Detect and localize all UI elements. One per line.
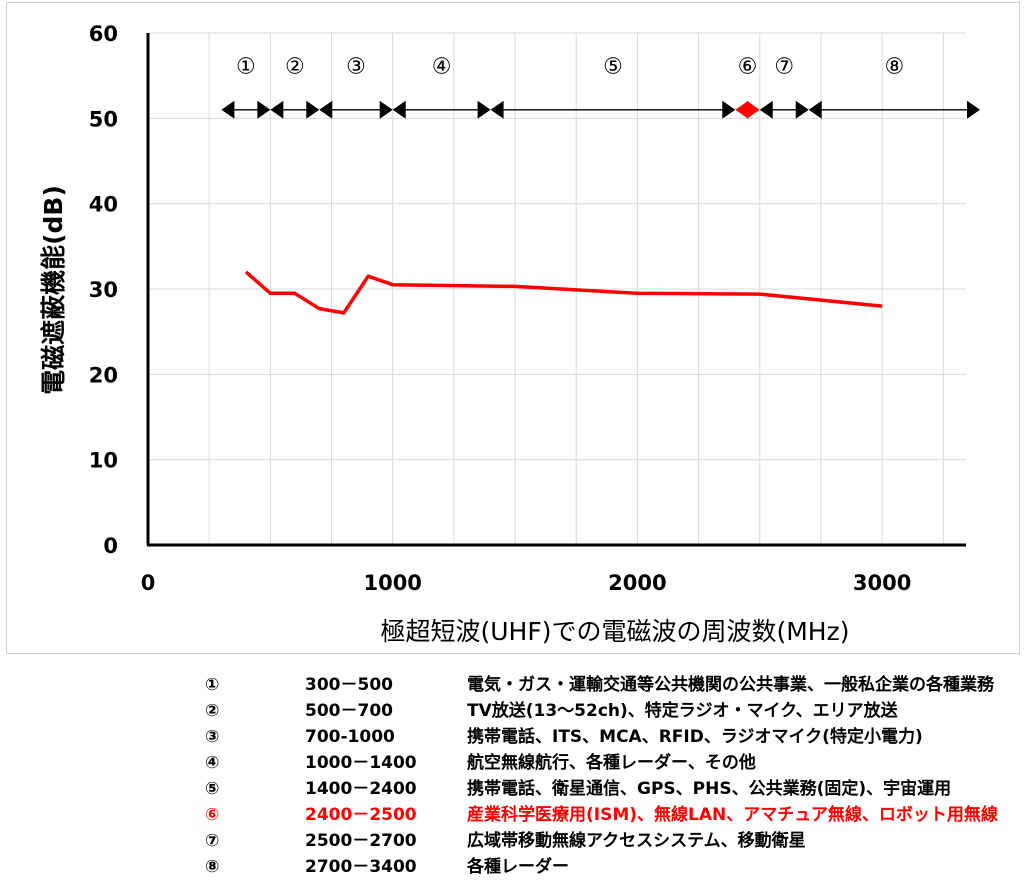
band-arrow-head-right	[257, 100, 271, 119]
band-arrow-head-left	[392, 100, 406, 119]
legend-number: ③	[205, 727, 220, 747]
y-axis-label: 電磁遮蔽機能(dB)	[39, 185, 68, 395]
band-arrow-head-right	[306, 100, 320, 119]
x-tick-label: 3000	[853, 571, 911, 595]
band-arrow-head-left	[759, 100, 773, 119]
legend-row: ④ 1000－1400 航空無線航行、各種レーダー、その他	[0, 750, 1024, 776]
band-label: ④	[432, 55, 452, 80]
y-tick-label: 60	[89, 22, 118, 46]
legend-row: ③ 700-1000 携帯電話、ITS、MCA、RFID、ラジオマイク(特定小電力)	[0, 724, 1024, 750]
legend-usage: 航空無線航行、各種レーダー、その他	[467, 753, 756, 773]
legend-number: ⑤	[205, 779, 220, 799]
legend-number: ⑦	[205, 831, 220, 851]
band-arrow-head-right	[746, 100, 760, 119]
band-arrow-head-left	[808, 100, 822, 119]
band-label: ⑦	[774, 55, 794, 80]
band-label: ⑤	[603, 55, 623, 80]
band-label: ②	[285, 55, 305, 80]
legend-range: 2700－3400	[305, 857, 417, 877]
y-tick-label: 40	[89, 193, 118, 217]
legend-row: ① 300－500 電気・ガス・運輸交通等公共機関の公共事業、一般私企業の各種業務	[0, 672, 1024, 698]
legend-usage: TV放送(13～52ch)、特定ラジオ・マイク、エリア放送	[467, 701, 898, 721]
band-arrow-head-left	[735, 100, 749, 119]
legend-row: ⑧ 2700－3400 各種レーダー	[0, 854, 1024, 880]
axes	[146, 33, 966, 547]
y-tick-label: 10	[89, 449, 118, 473]
legend-number: ⑥	[205, 805, 220, 825]
band-arrow-head-right	[967, 100, 980, 119]
band-arrow-head-left	[270, 100, 284, 119]
tick-labels: 0 10 20 30 40 50 60 0 1000 2000 3000	[89, 22, 912, 595]
legend-usage: 広域帯移動無線アクセスシステム、移動衛星	[467, 831, 806, 851]
legend-range: 2400－2500	[305, 805, 417, 825]
band-label: ⑧	[884, 55, 904, 80]
legend-row: ⑥ 2400－2500 産業科学医療用(ISM)、無線LAN、アマチュア無線、ロボッ…	[0, 802, 1024, 828]
legend-range: 700-1000	[305, 727, 395, 747]
x-tick-label: 2000	[608, 571, 666, 595]
y-tick-label: 50	[89, 107, 118, 131]
legend-range: 300－500	[305, 675, 393, 695]
y-tick-label: 20	[89, 363, 118, 387]
x-tick-label: 1000	[363, 571, 421, 595]
legend-number: ⑧	[205, 857, 220, 877]
legend-number: ②	[205, 701, 220, 721]
band-arrow-head-right	[795, 100, 809, 119]
frequency-legend: ① 300－500 電気・ガス・運輸交通等公共機関の公共事業、一般私企業の各種業務 ②…	[0, 664, 1024, 882]
y-tick-label: 0	[103, 534, 118, 558]
legend-range: 1400－2400	[305, 779, 417, 799]
legend-range: 2500－2700	[305, 831, 417, 851]
legend-usage: 産業科学医療用(ISM)、無線LAN、アマチュア無線、ロボット用無線	[467, 805, 998, 825]
band-arrow-head-right	[477, 100, 491, 119]
legend-usage: 携帯電話、衛星通信、GPS、PHS、公共業務(固定)、宇宙運用	[467, 779, 952, 799]
legend-row: ⑤ 1400－2400 携帯電話、衛星通信、GPS、PHS、公共業務(固定)、宇宙運…	[0, 776, 1024, 802]
legend-range: 500－700	[305, 701, 393, 721]
band-arrow-head-left	[221, 100, 235, 119]
legend-row: ⑦ 2500－2700 広域帯移動無線アクセスシステム、移動衛星	[0, 828, 1024, 854]
series-line	[244, 270, 883, 315]
x-tick-label: 0	[141, 571, 156, 595]
band-label: ⑥	[738, 55, 758, 80]
legend-number: ①	[205, 675, 220, 695]
x-axis-label: 極超短波(UHF)での電磁波の周波数(MHz)	[381, 617, 850, 646]
band-arrow-head-left	[490, 100, 504, 119]
legend-range: 1000－1400	[305, 753, 417, 773]
series-lines	[244, 270, 883, 315]
band-arrow-head-left	[319, 100, 333, 119]
band-label: ③	[346, 55, 366, 80]
chart-frame	[6, 2, 1020, 654]
legend-number: ④	[205, 753, 220, 773]
band-arrow-head-right	[379, 100, 393, 119]
legend-usage: 電気・ガス・運輸交通等公共機関の公共事業、一般私企業の各種業務	[467, 675, 994, 695]
legend-row: ② 500－700 TV放送(13～52ch)、特定ラジオ・マイク、エリア放送	[0, 698, 1024, 724]
legend-usage: 携帯電話、ITS、MCA、RFID、ラジオマイク(特定小電力)	[467, 727, 923, 747]
y-tick-label: 30	[89, 278, 118, 302]
legend-usage: 各種レーダー	[467, 857, 569, 877]
band-arrow-head-right	[722, 100, 736, 119]
band-label: ①	[236, 55, 256, 80]
